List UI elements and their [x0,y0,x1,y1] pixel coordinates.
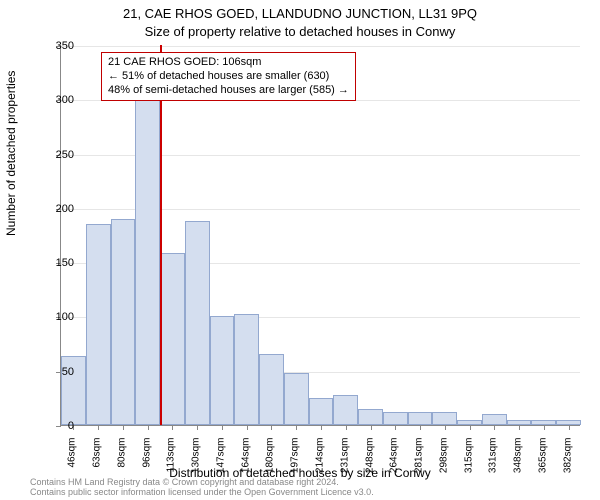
ytick-label: 350 [34,40,74,52]
histogram-bar [482,414,507,425]
histogram-bar [408,412,433,425]
annotation-box: 21 CAE RHOS GOED: 106sqm ← 51% of detach… [101,52,356,101]
histogram-bar [210,316,235,425]
ytick-label: 150 [34,257,74,269]
histogram-chart: 21, CAE RHOS GOED, LLANDUDNO JUNCTION, L… [0,0,600,500]
histogram-bar [309,398,334,425]
gridline [61,46,580,47]
chart-title-line1: 21, CAE RHOS GOED, LLANDUDNO JUNCTION, L… [0,6,600,21]
xtick-mark [98,425,99,430]
xtick-label: 80sqm [116,438,127,488]
ytick-label: 250 [34,149,74,161]
xtick-mark [296,425,297,430]
xtick-label: 348sqm [513,438,524,488]
footer-line2: Contains public sector information licen… [30,488,374,498]
histogram-bar [432,412,457,425]
xtick-mark [247,425,248,430]
xtick-label: 63sqm [92,438,103,488]
xtick-mark [123,425,124,430]
xtick-mark [172,425,173,430]
ytick-label: 100 [34,311,74,323]
xtick-label: 197sqm [290,438,301,488]
xtick-label: 130sqm [191,438,202,488]
y-axis-label: Number of detached properties [4,71,18,236]
chart-title-line2: Size of property relative to detached ho… [0,24,600,39]
xtick-mark [222,425,223,430]
xtick-mark [420,425,421,430]
xtick-mark [569,425,570,430]
ytick-label: 0 [34,420,74,432]
annotation-line2: ← 51% of detached houses are smaller (63… [108,70,349,84]
xtick-mark [197,425,198,430]
ytick-label: 200 [34,203,74,215]
xtick-label: 164sqm [240,438,251,488]
histogram-bar [185,221,210,425]
xtick-label: 214sqm [315,438,326,488]
annotation-line1: 21 CAE RHOS GOED: 106sqm [108,56,349,70]
xtick-label: 298sqm [438,438,449,488]
xtick-label: 180sqm [265,438,276,488]
xtick-label: 96sqm [141,438,152,488]
histogram-bar [358,409,383,425]
xtick-label: 365sqm [537,438,548,488]
xtick-label: 264sqm [389,438,400,488]
xtick-label: 147sqm [215,438,226,488]
xtick-label: 382sqm [562,438,573,488]
histogram-bar [383,412,408,425]
histogram-bar [234,314,259,425]
histogram-bar [111,219,136,425]
xtick-label: 113sqm [166,438,177,488]
xtick-label: 281sqm [414,438,425,488]
histogram-bar [160,253,185,425]
xtick-mark [494,425,495,430]
xtick-mark [148,425,149,430]
histogram-bar [333,395,358,425]
xtick-label: 331sqm [488,438,499,488]
xtick-mark [445,425,446,430]
xtick-mark [470,425,471,430]
histogram-bar [284,373,309,425]
xtick-mark [321,425,322,430]
xtick-mark [395,425,396,430]
plot-area: 21 CAE RHOS GOED: 106sqm ← 51% of detach… [60,46,580,426]
xtick-mark [544,425,545,430]
histogram-bar [86,224,111,425]
xtick-label: 46sqm [67,438,78,488]
annotation-line3: 48% of semi-detached houses are larger (… [108,84,349,98]
xtick-mark [371,425,372,430]
ytick-label: 50 [34,366,74,378]
histogram-bar [135,96,160,425]
xtick-mark [519,425,520,430]
xtick-mark [271,425,272,430]
xtick-label: 231sqm [339,438,350,488]
xtick-label: 248sqm [364,438,375,488]
xtick-mark [346,425,347,430]
reference-marker-line [160,45,162,425]
ytick-label: 300 [34,94,74,106]
xtick-label: 315sqm [463,438,474,488]
histogram-bar [259,354,284,425]
